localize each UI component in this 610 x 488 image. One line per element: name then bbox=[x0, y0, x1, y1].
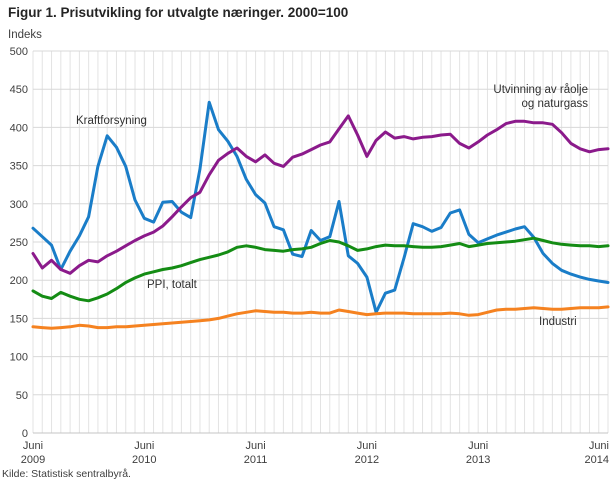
y-tick-label: 100 bbox=[10, 352, 28, 364]
series-label-industri: Industri bbox=[539, 316, 577, 328]
series-label-kraftforsyning: Kraftforsyning bbox=[76, 115, 147, 127]
x-tick-label-year: 2014 bbox=[585, 454, 609, 466]
y-tick-label: 450 bbox=[10, 84, 28, 96]
y-tick-label: 500 bbox=[10, 46, 28, 58]
x-tick-label-month: Juni bbox=[589, 440, 609, 452]
series-label-utvinning-line1: Utvinning av råolje bbox=[493, 84, 588, 96]
x-tick-label-month: Juni bbox=[245, 440, 265, 452]
line-chart-plot: 500450400350300250200150100500Juni2009Ju… bbox=[10, 46, 610, 466]
x-tick-label-month: Juni bbox=[357, 440, 377, 452]
series-label-utvinning-line2: og naturgass bbox=[521, 97, 589, 110]
chart-title: Figur 1. Prisutvikling for utvalgte næri… bbox=[8, 5, 349, 20]
y-tick-label: 150 bbox=[10, 313, 28, 325]
y-tick-label: 350 bbox=[10, 161, 28, 173]
series-label-utvinning: Utvinning av råolje og naturgass bbox=[493, 84, 588, 111]
series-line-utvinning-av-r-olje-og-naturgass bbox=[31, 114, 610, 275]
y-axis-title: Indeks bbox=[8, 29, 42, 41]
x-tick-label-month: Juni bbox=[134, 440, 154, 452]
y-tick-label: 300 bbox=[10, 199, 28, 211]
y-tick-label: 200 bbox=[10, 275, 28, 287]
y-tick-label: 0 bbox=[22, 428, 28, 440]
x-tick-label-year: 2010 bbox=[132, 454, 156, 466]
series-label-ppi-totalt: PPI, totalt bbox=[147, 279, 197, 291]
x-tick-label-month: Juni bbox=[23, 440, 43, 452]
y-tick-label: 250 bbox=[10, 237, 28, 249]
x-tick-label-year: 2009 bbox=[21, 454, 45, 466]
x-tick-label-year: 2013 bbox=[466, 454, 490, 466]
x-tick-label-month: Juni bbox=[468, 440, 488, 452]
series-line-kraftforsyning bbox=[31, 100, 610, 314]
x-tick-label-year: 2012 bbox=[355, 454, 379, 466]
source-note: Kilde: Statistisk sentralbyrå. bbox=[2, 468, 131, 480]
y-tick-label: 400 bbox=[10, 122, 28, 134]
series-line-industri bbox=[31, 305, 610, 330]
x-tick-label-year: 2011 bbox=[244, 454, 268, 466]
y-tick-label: 50 bbox=[16, 390, 28, 402]
series-line-ppi-totalt bbox=[31, 236, 610, 303]
